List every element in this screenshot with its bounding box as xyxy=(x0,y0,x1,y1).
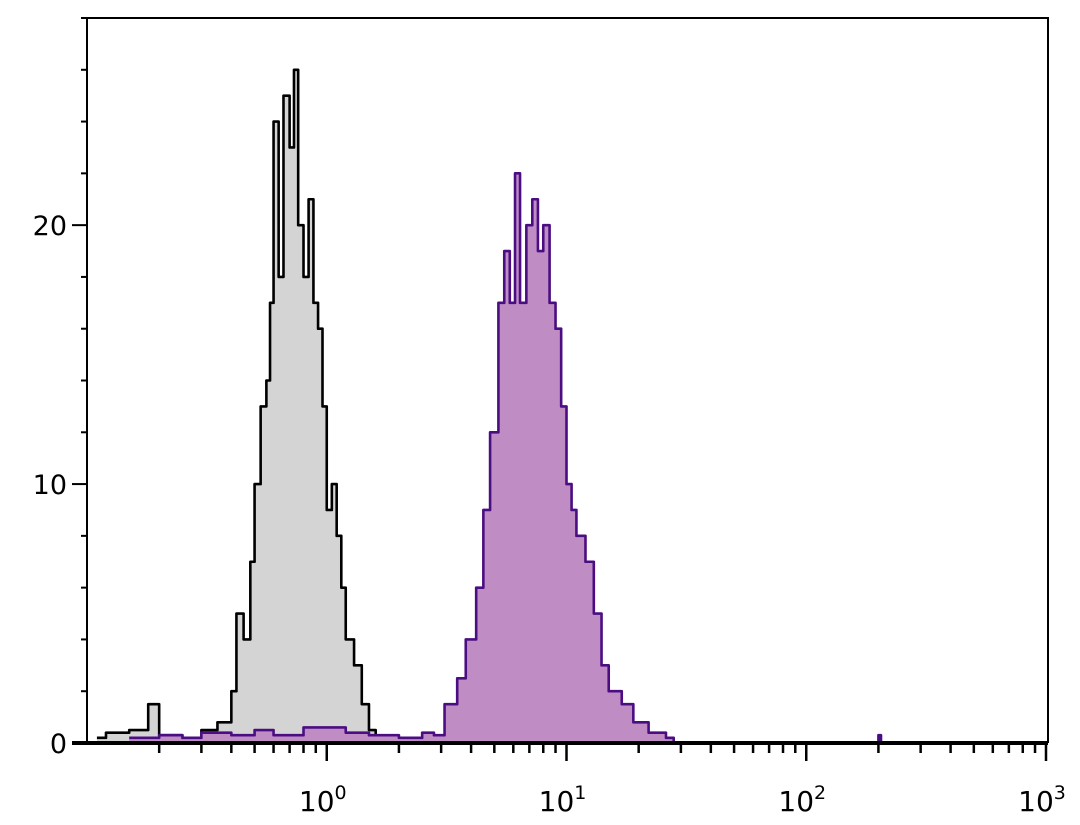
series-0-line xyxy=(96,68,384,743)
y-tick-label: 0 xyxy=(50,729,67,760)
series-layer xyxy=(96,68,883,745)
x-tick-exponent: 1 xyxy=(574,782,586,804)
series-1-fill xyxy=(129,173,881,743)
x-tick-exponent: 0 xyxy=(335,782,347,804)
series-0-fill xyxy=(96,69,383,744)
y-tick-label: 10 xyxy=(33,470,67,501)
x-tick-exponent: 2 xyxy=(814,782,826,804)
y-tick-label: 20 xyxy=(33,211,67,242)
x-tick-label: 101 xyxy=(539,782,587,818)
series-1-line xyxy=(129,172,883,745)
x-tick-exponent: 3 xyxy=(1054,782,1066,804)
x-tick-label: 100 xyxy=(299,782,347,818)
x-tick-label: 103 xyxy=(1018,782,1066,818)
x-tick-label: 102 xyxy=(778,782,826,818)
